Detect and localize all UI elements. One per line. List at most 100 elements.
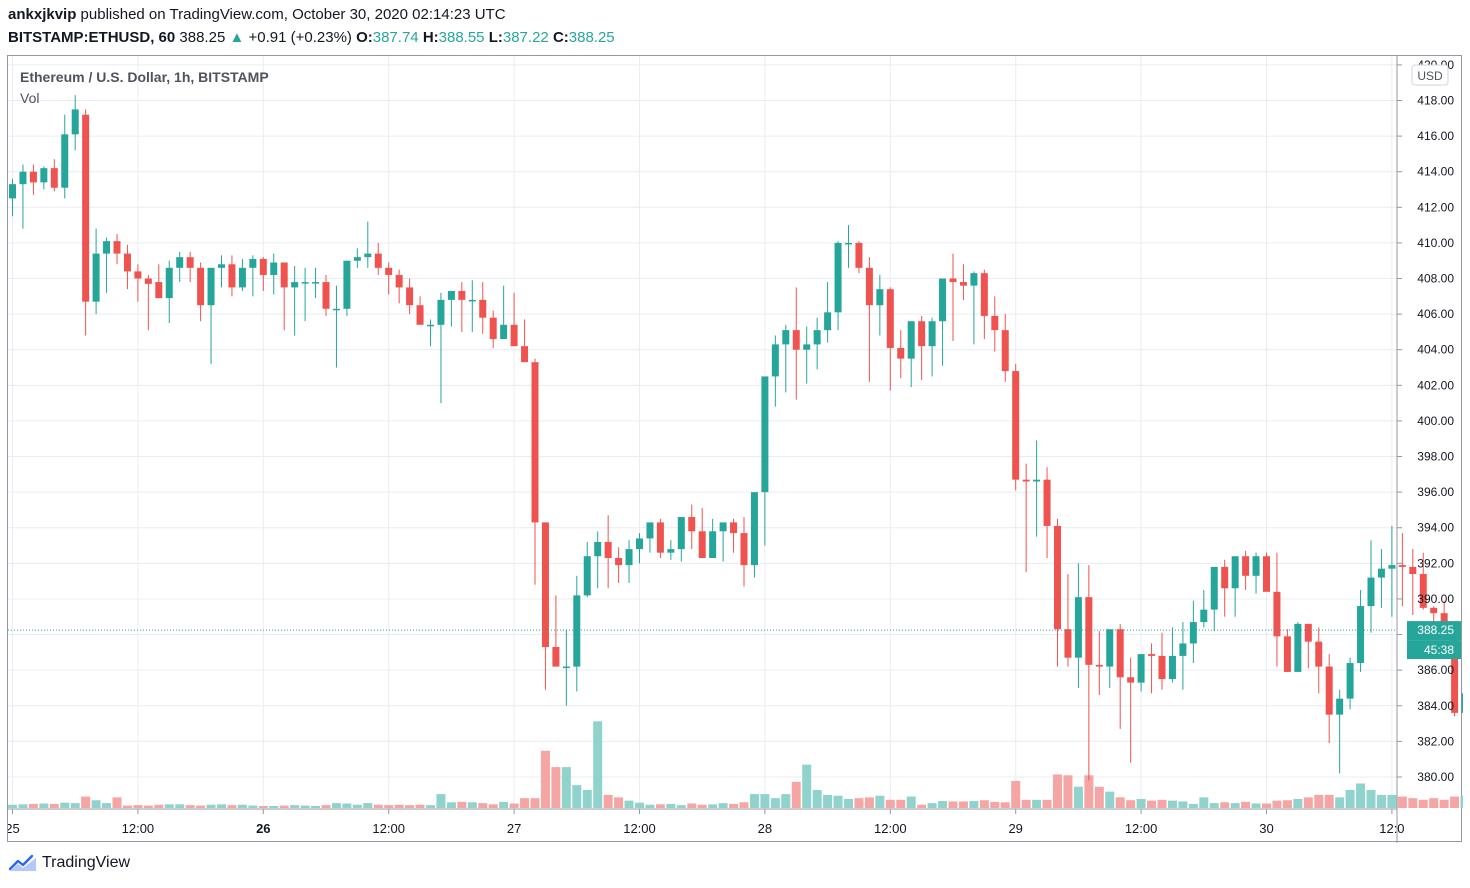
brand-name[interactable]: TradingView (42, 854, 131, 871)
candle[interactable] (447, 290, 455, 327)
candle[interactable] (1221, 559, 1229, 617)
candle[interactable] (1283, 629, 1291, 672)
candle[interactable] (249, 255, 257, 297)
candle[interactable] (238, 258, 246, 291)
tradingview-logo-icon[interactable] (8, 853, 38, 873)
candle[interactable] (468, 280, 476, 332)
candle[interactable] (656, 518, 664, 558)
candle[interactable] (92, 228, 100, 315)
candle[interactable] (29, 164, 37, 195)
candle[interactable] (552, 595, 560, 667)
candle[interactable] (479, 282, 487, 334)
candle[interactable] (1012, 363, 1020, 491)
candle[interactable] (82, 109, 90, 336)
candle[interactable] (959, 264, 967, 300)
candle[interactable] (322, 274, 330, 316)
candle[interactable] (813, 317, 821, 370)
candle[interactable] (113, 234, 121, 265)
candle[interactable] (698, 508, 706, 558)
candle[interactable] (437, 292, 445, 404)
candle[interactable] (1043, 467, 1051, 558)
candle[interactable] (876, 274, 884, 336)
candle[interactable] (1116, 623, 1124, 729)
candle[interactable] (1231, 556, 1239, 617)
candle[interactable] (1095, 630, 1103, 696)
candle[interactable] (19, 164, 27, 229)
candle[interactable] (1127, 657, 1135, 763)
candle[interactable] (636, 533, 643, 564)
candle[interactable] (1148, 643, 1156, 694)
candle[interactable] (103, 237, 111, 293)
candle[interactable] (301, 267, 309, 322)
candle[interactable] (531, 358, 539, 585)
candle[interactable] (40, 166, 48, 190)
candle[interactable] (1273, 552, 1281, 667)
candle[interactable] (1189, 600, 1197, 664)
candle[interactable] (667, 540, 675, 560)
candle[interactable] (134, 264, 142, 302)
candle[interactable] (573, 575, 581, 692)
candle[interactable] (1294, 622, 1302, 672)
candle[interactable] (1377, 549, 1385, 608)
candle[interactable] (949, 253, 957, 341)
candle[interactable] (625, 540, 633, 583)
candle[interactable] (155, 264, 163, 299)
candle[interactable] (406, 278, 414, 315)
candle[interactable] (427, 319, 434, 347)
candle[interactable] (1074, 563, 1082, 688)
candle[interactable] (176, 251, 184, 283)
candle[interactable] (521, 319, 529, 363)
candle[interactable] (541, 522, 549, 690)
candlestick-chart[interactable]: 380.00382.00384.00386.00388.00390.00392.… (8, 56, 1463, 843)
candle[interactable] (50, 159, 58, 192)
candle[interactable] (803, 326, 811, 384)
candle[interactable] (834, 241, 842, 331)
candle[interactable] (939, 278, 947, 366)
candle[interactable] (594, 531, 602, 589)
candle[interactable] (343, 260, 351, 316)
candle[interactable] (583, 541, 591, 598)
candle[interactable] (1158, 632, 1166, 690)
candle[interactable] (291, 266, 299, 336)
candle[interactable] (123, 244, 131, 290)
candle[interactable] (1168, 627, 1176, 683)
candle[interactable] (897, 330, 905, 379)
candle[interactable] (61, 114, 69, 199)
candle[interactable] (845, 225, 852, 268)
candle[interactable] (886, 287, 894, 391)
candle[interactable] (1001, 314, 1009, 382)
candle[interactable] (646, 522, 654, 553)
candle[interactable] (1085, 565, 1093, 781)
candle[interactable] (500, 285, 508, 340)
author-name[interactable]: ankxjkvip (8, 6, 77, 23)
candle[interactable] (1137, 654, 1145, 692)
candle[interactable] (259, 257, 267, 291)
candle[interactable] (928, 317, 936, 377)
candle[interactable] (1409, 549, 1417, 615)
currency-badge[interactable]: USD (1411, 64, 1449, 86)
candle[interactable] (980, 269, 988, 340)
candle[interactable] (677, 517, 685, 562)
candle[interactable] (385, 262, 393, 295)
candle[interactable] (280, 262, 288, 331)
candle[interactable] (792, 287, 800, 400)
candle[interactable] (207, 267, 215, 364)
candle[interactable] (197, 262, 205, 322)
candle[interactable] (1388, 525, 1396, 617)
candle[interactable] (782, 324, 790, 393)
candle[interactable] (918, 315, 926, 380)
candle[interactable] (332, 285, 340, 368)
candle[interactable] (228, 255, 236, 297)
candle[interactable] (1315, 627, 1323, 694)
candle[interactable] (604, 515, 612, 589)
candle[interactable] (1325, 654, 1333, 744)
candle[interactable] (1252, 552, 1260, 594)
candle[interactable] (1367, 540, 1375, 633)
candle[interactable] (1336, 689, 1344, 774)
candle[interactable] (771, 335, 779, 407)
candle[interactable] (1210, 566, 1218, 631)
candle[interactable] (1242, 550, 1250, 591)
candle[interactable] (750, 492, 758, 578)
candle[interactable] (1357, 590, 1365, 672)
candle[interactable] (1179, 622, 1187, 690)
